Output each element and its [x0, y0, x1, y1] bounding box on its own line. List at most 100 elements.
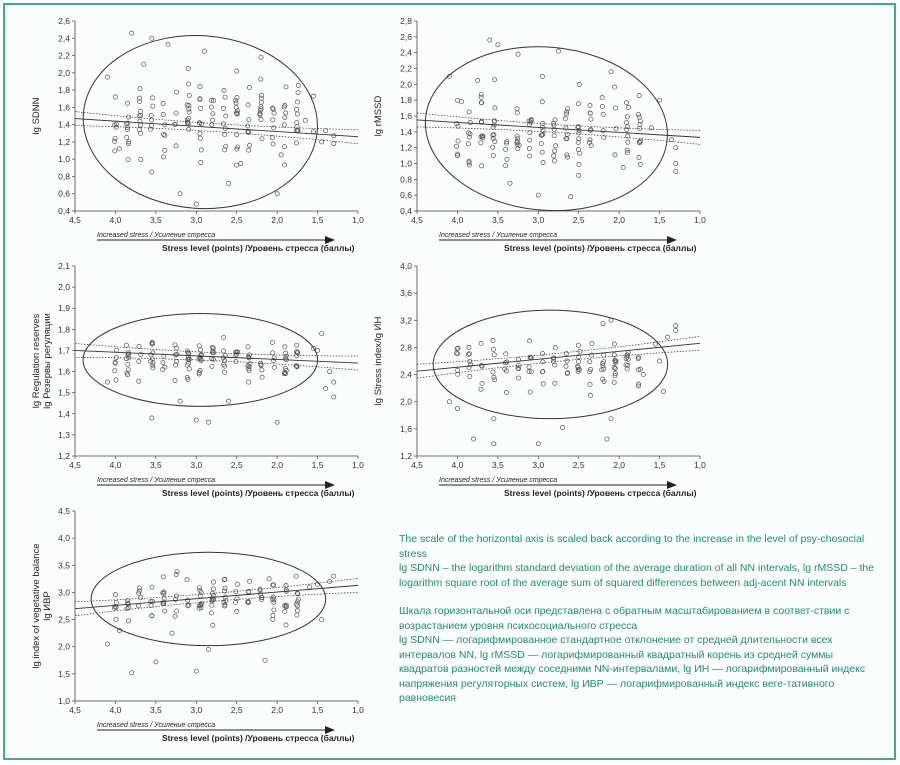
- data-point: [136, 344, 142, 349]
- x-tick-label: 4,0: [110, 460, 122, 470]
- data-point: [637, 121, 643, 127]
- data-point: [172, 342, 178, 348]
- data-point: [283, 110, 289, 116]
- data-point: [113, 377, 119, 383]
- data-point: [221, 348, 227, 354]
- data-point: [208, 610, 214, 616]
- data-point: [575, 342, 581, 348]
- data-point: [535, 192, 541, 198]
- y-tick-label: 3,6: [400, 288, 412, 298]
- data-point: [492, 377, 498, 383]
- data-point: [208, 104, 214, 110]
- data-point: [185, 66, 191, 71]
- data-point: [138, 157, 144, 162]
- x-axis-label: Stress level (points) /Уровень стресса (…: [504, 488, 697, 498]
- data-point: [222, 94, 228, 100]
- data-point: [209, 363, 215, 369]
- data-point: [271, 125, 277, 131]
- data-point: [129, 30, 135, 36]
- data-point: [293, 349, 299, 355]
- density-ellipse: [424, 46, 668, 212]
- data-point: [599, 104, 605, 109]
- data-point: [113, 616, 119, 622]
- data-point: [136, 378, 142, 384]
- data-point: [173, 572, 179, 577]
- data-point: [556, 48, 561, 54]
- scatter-points: [446, 37, 679, 200]
- chart-lg-sdnn: 0,4 0,6 0,8 1,0 1,2 1,4 1,6 1,8 2,0 2,2 2,4 2,6 4,5 4…: [31, 16, 364, 253]
- data-point: [467, 120, 473, 125]
- y-tick-label: 0,8: [400, 174, 412, 184]
- data-point: [540, 381, 546, 387]
- data-point: [599, 367, 605, 373]
- y-tick-label: 1,0: [58, 154, 70, 164]
- data-point: [283, 84, 289, 90]
- data-point: [221, 334, 227, 340]
- data-point: [186, 92, 192, 98]
- data-point: [104, 641, 110, 647]
- data-point: [649, 125, 654, 131]
- x-axis-sublabel: Increased stress / Усиление стресса: [97, 722, 215, 729]
- x-tick-label: 4,0: [452, 460, 464, 470]
- y-tick-label: 2,8: [400, 342, 412, 352]
- data-point: [455, 123, 461, 129]
- data-point: [283, 604, 289, 610]
- y-tick-label: 1,4: [400, 127, 412, 137]
- data-point: [161, 589, 167, 595]
- x-tick-label: 2,0: [271, 705, 283, 715]
- data-point: [446, 399, 452, 405]
- data-point: [257, 112, 263, 118]
- y-tick-label: 1,6: [400, 424, 412, 434]
- data-point: [640, 372, 646, 378]
- data-point: [600, 111, 606, 117]
- data-point: [149, 341, 155, 346]
- y-tick-label: 1,6: [58, 367, 70, 377]
- data-point: [198, 160, 204, 165]
- data-point: [172, 613, 178, 619]
- data-point: [210, 345, 216, 351]
- data-point: [246, 129, 252, 135]
- data-point: [624, 147, 630, 153]
- data-point: [271, 358, 277, 364]
- data-point: [112, 148, 118, 154]
- data-point: [295, 82, 301, 88]
- data-point: [467, 131, 473, 137]
- data-point: [467, 358, 473, 364]
- data-point: [587, 369, 593, 375]
- data-point: [222, 594, 228, 600]
- data-point: [515, 136, 521, 142]
- data-point: [223, 143, 229, 149]
- data-point: [150, 360, 156, 366]
- data-point: [600, 376, 606, 382]
- data-point: [193, 417, 199, 423]
- y-tick-label: 2,0: [400, 397, 412, 407]
- x-tick-label: 3,5: [492, 460, 504, 470]
- data-point: [665, 334, 671, 340]
- data-point: [238, 161, 244, 166]
- regression-line: [74, 584, 359, 610]
- data-point: [327, 369, 333, 375]
- data-point: [172, 378, 178, 383]
- data-point: [150, 362, 156, 368]
- y-tick-label: 2,8: [400, 16, 412, 26]
- data-point: [589, 352, 595, 358]
- data-point: [601, 352, 607, 358]
- density-ellipse: [82, 313, 319, 407]
- x-tick-label: 2,0: [271, 215, 283, 225]
- y-tick-label: 1,4: [58, 409, 70, 419]
- data-point: [271, 597, 277, 603]
- data-point: [465, 141, 471, 147]
- data-point: [185, 603, 191, 609]
- data-point: [160, 101, 166, 106]
- data-point: [331, 379, 337, 385]
- data-point: [478, 91, 484, 97]
- data-point: [125, 372, 130, 378]
- data-point: [319, 331, 325, 337]
- data-point: [551, 133, 557, 139]
- data-point: [149, 584, 155, 590]
- data-point: [503, 163, 509, 169]
- data-point: [196, 371, 202, 377]
- data-point: [587, 359, 593, 365]
- y-tick-label: 1,2: [400, 451, 412, 461]
- confidence-band-upper: [74, 343, 359, 357]
